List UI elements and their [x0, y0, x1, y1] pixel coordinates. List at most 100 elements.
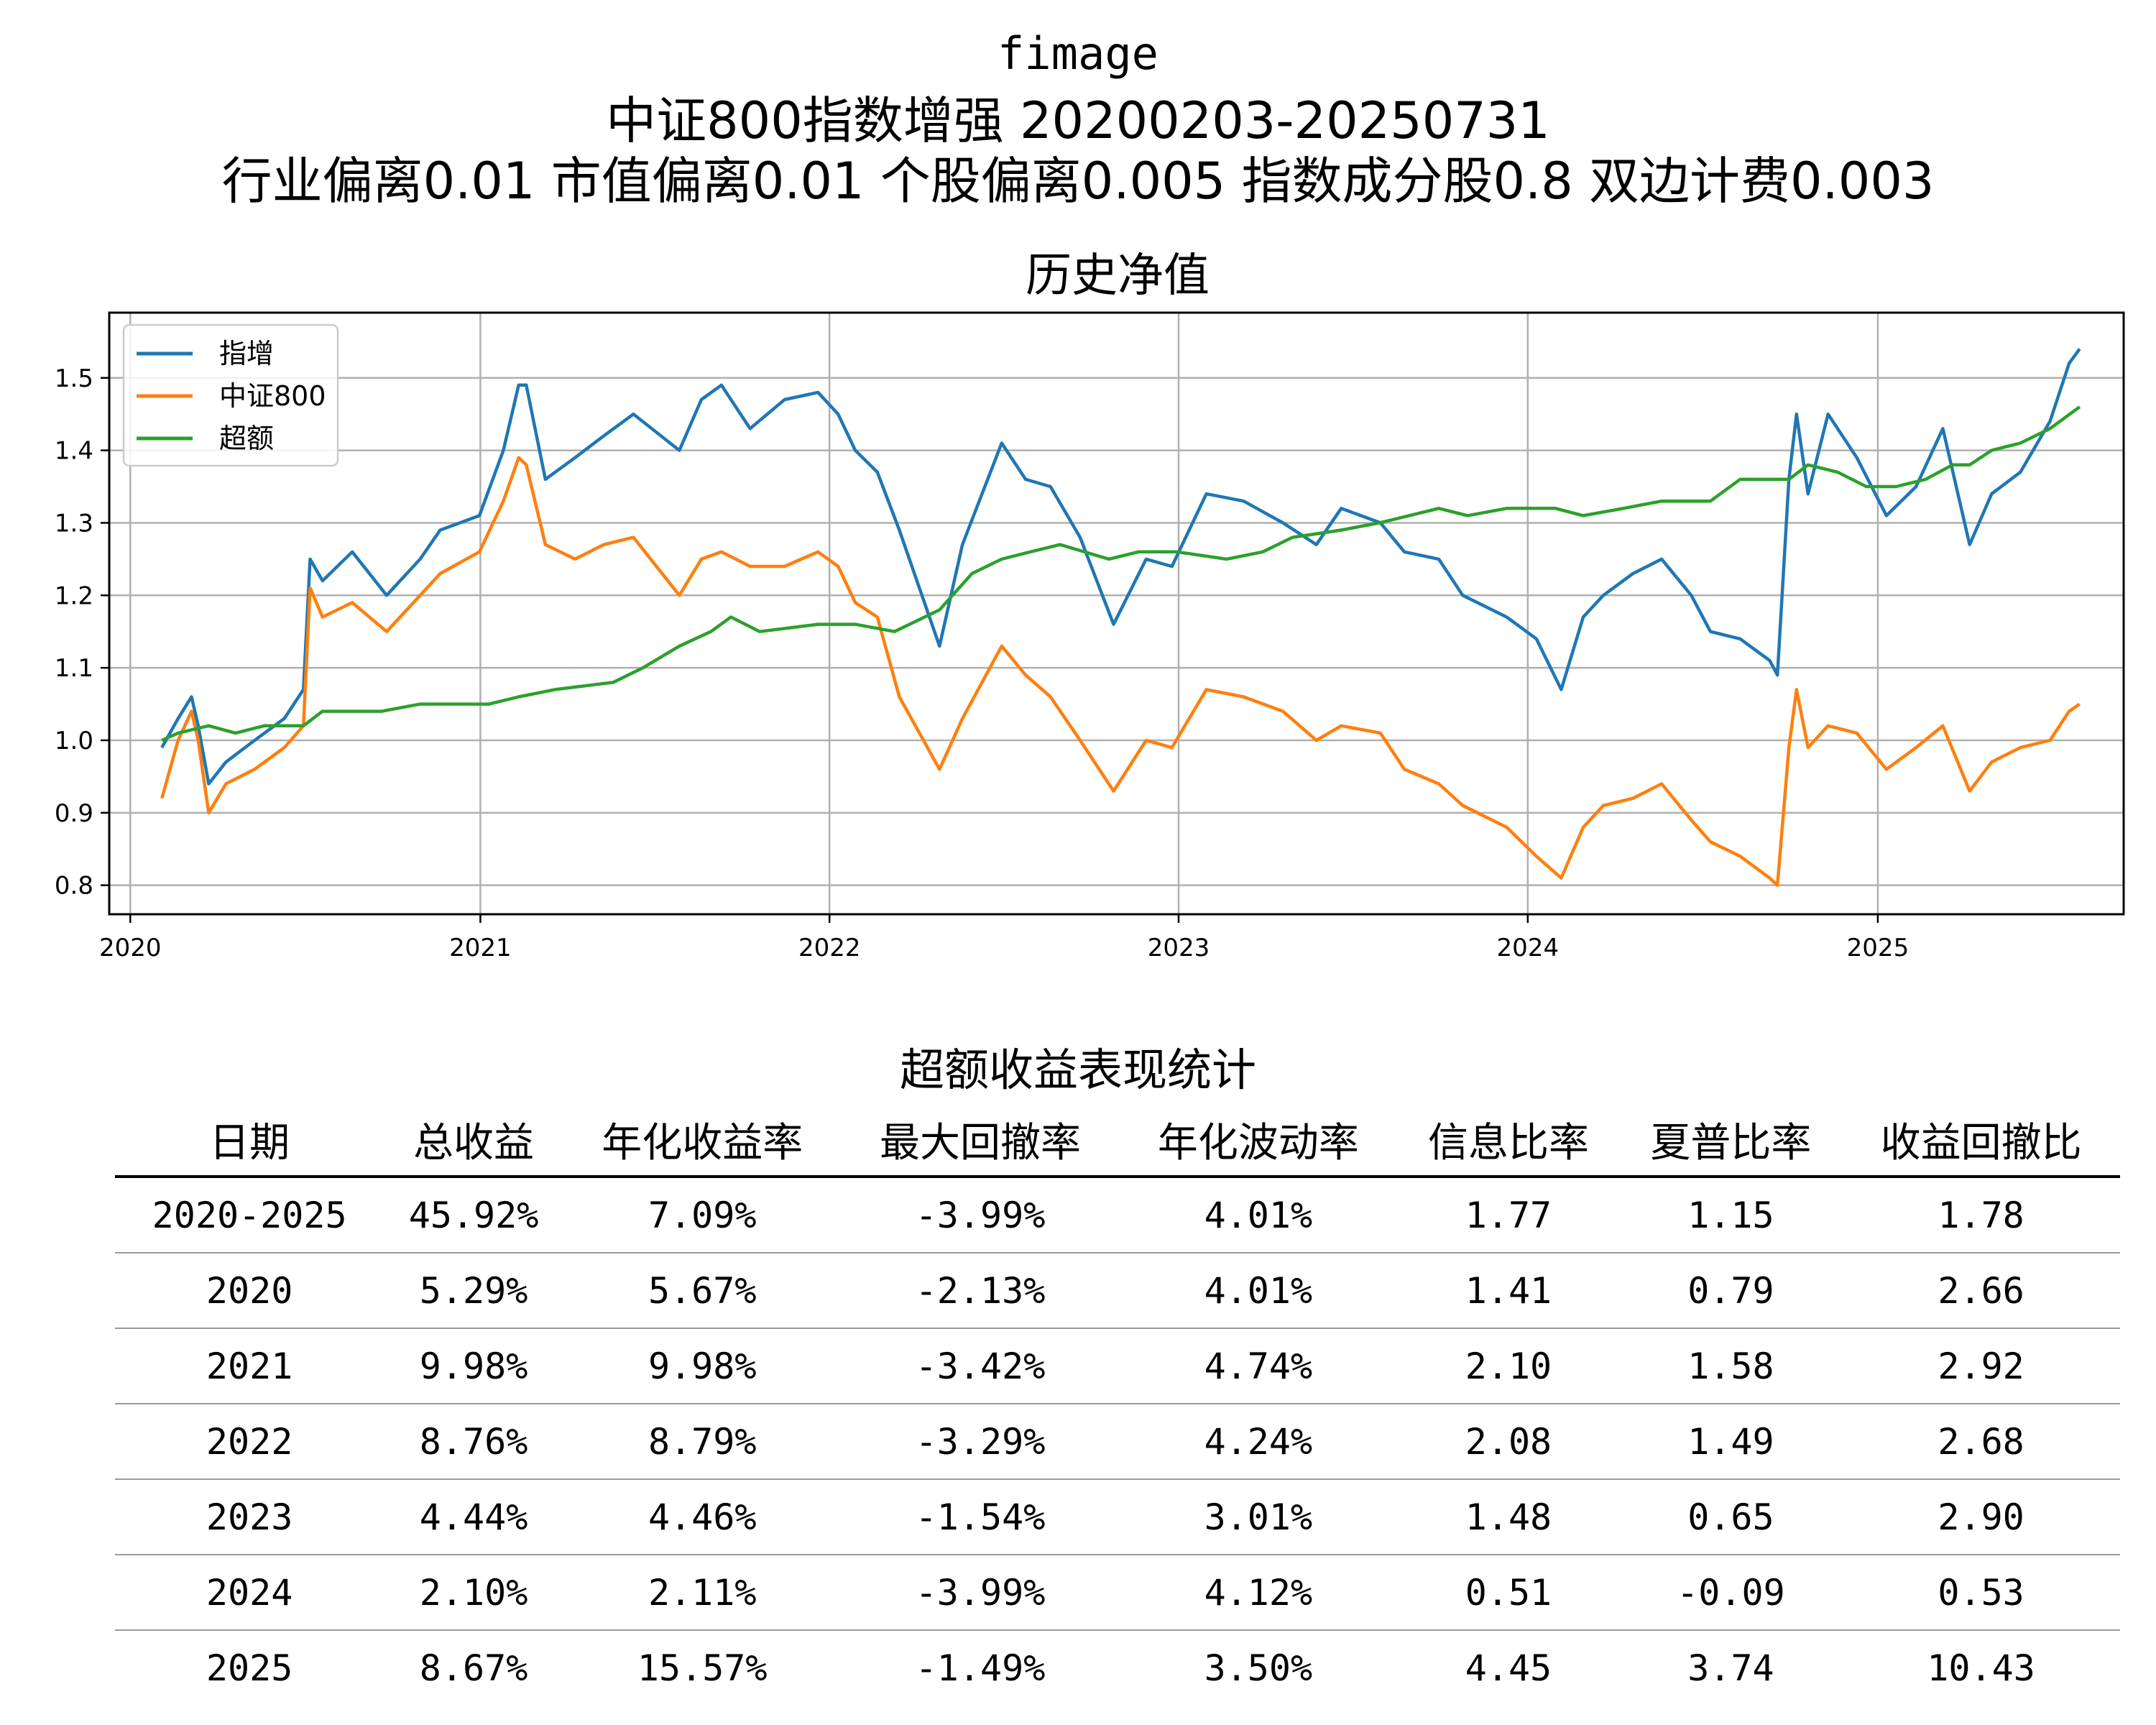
legend-label: 指增: [219, 338, 274, 369]
table-header-cell: 日期: [115, 1103, 384, 1178]
table-cell: 1.41: [1397, 1253, 1620, 1329]
table-cell: 0.65: [1619, 1479, 1843, 1555]
table-header-row: 日期 总收益 年化收益率 最大回撤率 年化波动率 信息比率 夏普比率 收益回撤比: [115, 1103, 2120, 1178]
y-tick-label: 0.9: [55, 799, 93, 828]
table-cell: 10.43: [1927, 1647, 2035, 1689]
y-tick-label: 0.8: [55, 872, 93, 901]
table-cell: -0.09: [1619, 1555, 1843, 1631]
table-cell: 15.57%: [637, 1647, 768, 1689]
table-cell: 2.92: [1842, 1328, 2120, 1404]
table-cell: 4.01%: [1119, 1253, 1398, 1329]
table-header-cell: 收益回撤比: [1842, 1103, 2120, 1178]
y-tick-label: 1.2: [55, 581, 93, 610]
table-cell: 7.09%: [563, 1177, 842, 1254]
table-header-cell: 信息比率: [1397, 1103, 1620, 1178]
table-cell: 0.79: [1619, 1253, 1843, 1329]
table-row: 2022 8.76% 8.79% -3.29% 4.24% 2.08 1.49 2.68: [115, 1404, 2120, 1480]
table-cell: 4.44%: [384, 1479, 563, 1555]
table-cell: 2.08: [1397, 1404, 1620, 1480]
table-cell: 2025: [206, 1647, 293, 1689]
table-cell: 0.53: [1842, 1555, 2120, 1631]
legend-label: 中证800: [219, 380, 326, 412]
table-cell: 9.98%: [563, 1328, 842, 1404]
table-cell: 1.48: [1397, 1479, 1620, 1555]
series-line-指增: [160, 348, 2081, 786]
table-cell: -1.49%: [915, 1647, 1046, 1689]
figure-title-line-1: fimage: [998, 27, 1158, 80]
table-header-cell: 夏普比率: [1619, 1103, 1843, 1178]
table-cell: 8.79%: [563, 1404, 842, 1480]
table-header-cell: 最大回撤率: [841, 1103, 1120, 1178]
table-cell: -2.13%: [841, 1253, 1120, 1329]
plot-frame: [108, 311, 2125, 916]
x-tick-label: 2023: [1148, 934, 1210, 962]
x-tick-label: 2021: [449, 934, 512, 962]
table-cell: 1.77: [1397, 1177, 1620, 1254]
table-cell: 4.01%: [1119, 1177, 1398, 1254]
series-line-超额: [161, 405, 2081, 742]
table-row: 2021 9.98% 9.98% -3.42% 4.74% 2.10 1.58 2.92: [115, 1328, 2120, 1404]
table-cell: 2.10%: [384, 1555, 563, 1631]
table-row: 2024 2.10% 2.11% -3.99% 4.12% 0.51 -0.09 0.53: [115, 1555, 2120, 1631]
table-cell: 1.58: [1619, 1328, 1843, 1404]
table-cell: -3.42%: [841, 1328, 1120, 1404]
table-header-cell: 年化波动率: [1119, 1103, 1398, 1178]
x-tick-label: 2022: [798, 934, 861, 962]
axis-ticks: 2020 2021 2022 2023 2024 2025 0.8 0.9 1.0 1.1 1.2 1…: [55, 364, 1909, 962]
table-cell: 9.98%: [384, 1328, 563, 1404]
table-cell: 2.11%: [563, 1555, 842, 1631]
table-cell: 8.67%: [419, 1647, 528, 1689]
nav-line-chart: 历史净值 2020 2021 2022 2023 2024 2025 0.8 0.9 1.0 1.…: [55, 249, 2125, 962]
excess-return-stats-table: 日期 总收益 年化收益率 最大回撤率 年化波动率 信息比率 夏普比率 收益回撤比 2020-2…: [115, 1103, 2120, 1705]
table-cell: 2021: [115, 1328, 384, 1404]
table-cell: 45.92%: [384, 1177, 563, 1254]
table-row: 2025 8.67% 15.57% -1.49% 3.50% 4.45 3.74 10.43: [115, 1630, 2120, 1705]
table-cell: -3.29%: [841, 1404, 1120, 1480]
table-cell: 2020: [115, 1253, 384, 1329]
table-cell: 2020-2025: [115, 1177, 384, 1254]
x-tick-label: 2020: [99, 934, 162, 962]
figure-title-line-3: 行业偏离0.01 市值偏离0.01 个股偏离0.005 指数成分股0.8 双边计…: [221, 152, 1935, 211]
x-tick-label: 2024: [1497, 934, 1560, 962]
table-cell: 2023: [115, 1479, 384, 1555]
series-line-中证800: [160, 456, 2081, 887]
table-cell: 2.66: [1842, 1253, 2120, 1329]
table-cell: -3.99%: [841, 1555, 1120, 1631]
table-title: 超额收益表现统计: [899, 1044, 1256, 1096]
table-cell: 5.29%: [384, 1253, 563, 1329]
table-cell: -3.99%: [841, 1177, 1120, 1254]
legend-box: [122, 323, 339, 467]
table-row: 2020-2025 45.92% 7.09% -3.99% 4.01% 1.77 1.15 1…: [115, 1177, 2120, 1254]
series-lines: [160, 348, 2081, 887]
x-tick-label: 2025: [1847, 934, 1909, 962]
figure-title-line-2: 中证800指数增强 20200203-20250731: [606, 91, 1550, 150]
table-cell: 1.15: [1619, 1177, 1843, 1254]
table-cell: 2022: [115, 1404, 384, 1480]
table-cell: 1.78: [1842, 1177, 2120, 1254]
legend-label: 超额: [219, 423, 274, 454]
table-cell: 4.74%: [1119, 1328, 1398, 1404]
table-cell: 1.49: [1619, 1404, 1843, 1480]
table-cell: 3.74: [1687, 1647, 1774, 1689]
table-cell: 4.24%: [1119, 1404, 1398, 1480]
table-cell: -1.54%: [841, 1479, 1120, 1555]
table-cell: 3.50%: [1204, 1647, 1313, 1689]
y-tick-label: 1.5: [55, 364, 93, 393]
table-cell: 3.01%: [1119, 1479, 1398, 1555]
table-row: 2023 4.44% 4.46% -1.54% 3.01% 1.48 0.65 2.90: [115, 1479, 2120, 1555]
y-tick-label: 1.4: [55, 437, 93, 466]
table-cell: 2.90: [1842, 1479, 2120, 1555]
table-cell: 2.10: [1397, 1328, 1620, 1404]
table-cell: 4.46%: [563, 1479, 842, 1555]
table-cell: 4.45: [1465, 1647, 1552, 1689]
table-cell: 2.68: [1842, 1404, 2120, 1480]
table-row: 2020 5.29% 5.67% -2.13% 4.01% 1.41 0.79 2.66: [115, 1253, 2120, 1329]
y-tick-label: 1.0: [55, 727, 93, 755]
table-body: 2020-2025 45.92% 7.09% -3.99% 4.01% 1.77 1.15 1…: [115, 1177, 2120, 1705]
table-cell: 8.76%: [384, 1404, 563, 1480]
table-header-cell: 总收益: [384, 1103, 563, 1178]
y-tick-label: 1.3: [55, 509, 93, 538]
table-header-cell: 年化收益率: [563, 1103, 842, 1178]
y-tick-label: 1.1: [55, 654, 93, 683]
